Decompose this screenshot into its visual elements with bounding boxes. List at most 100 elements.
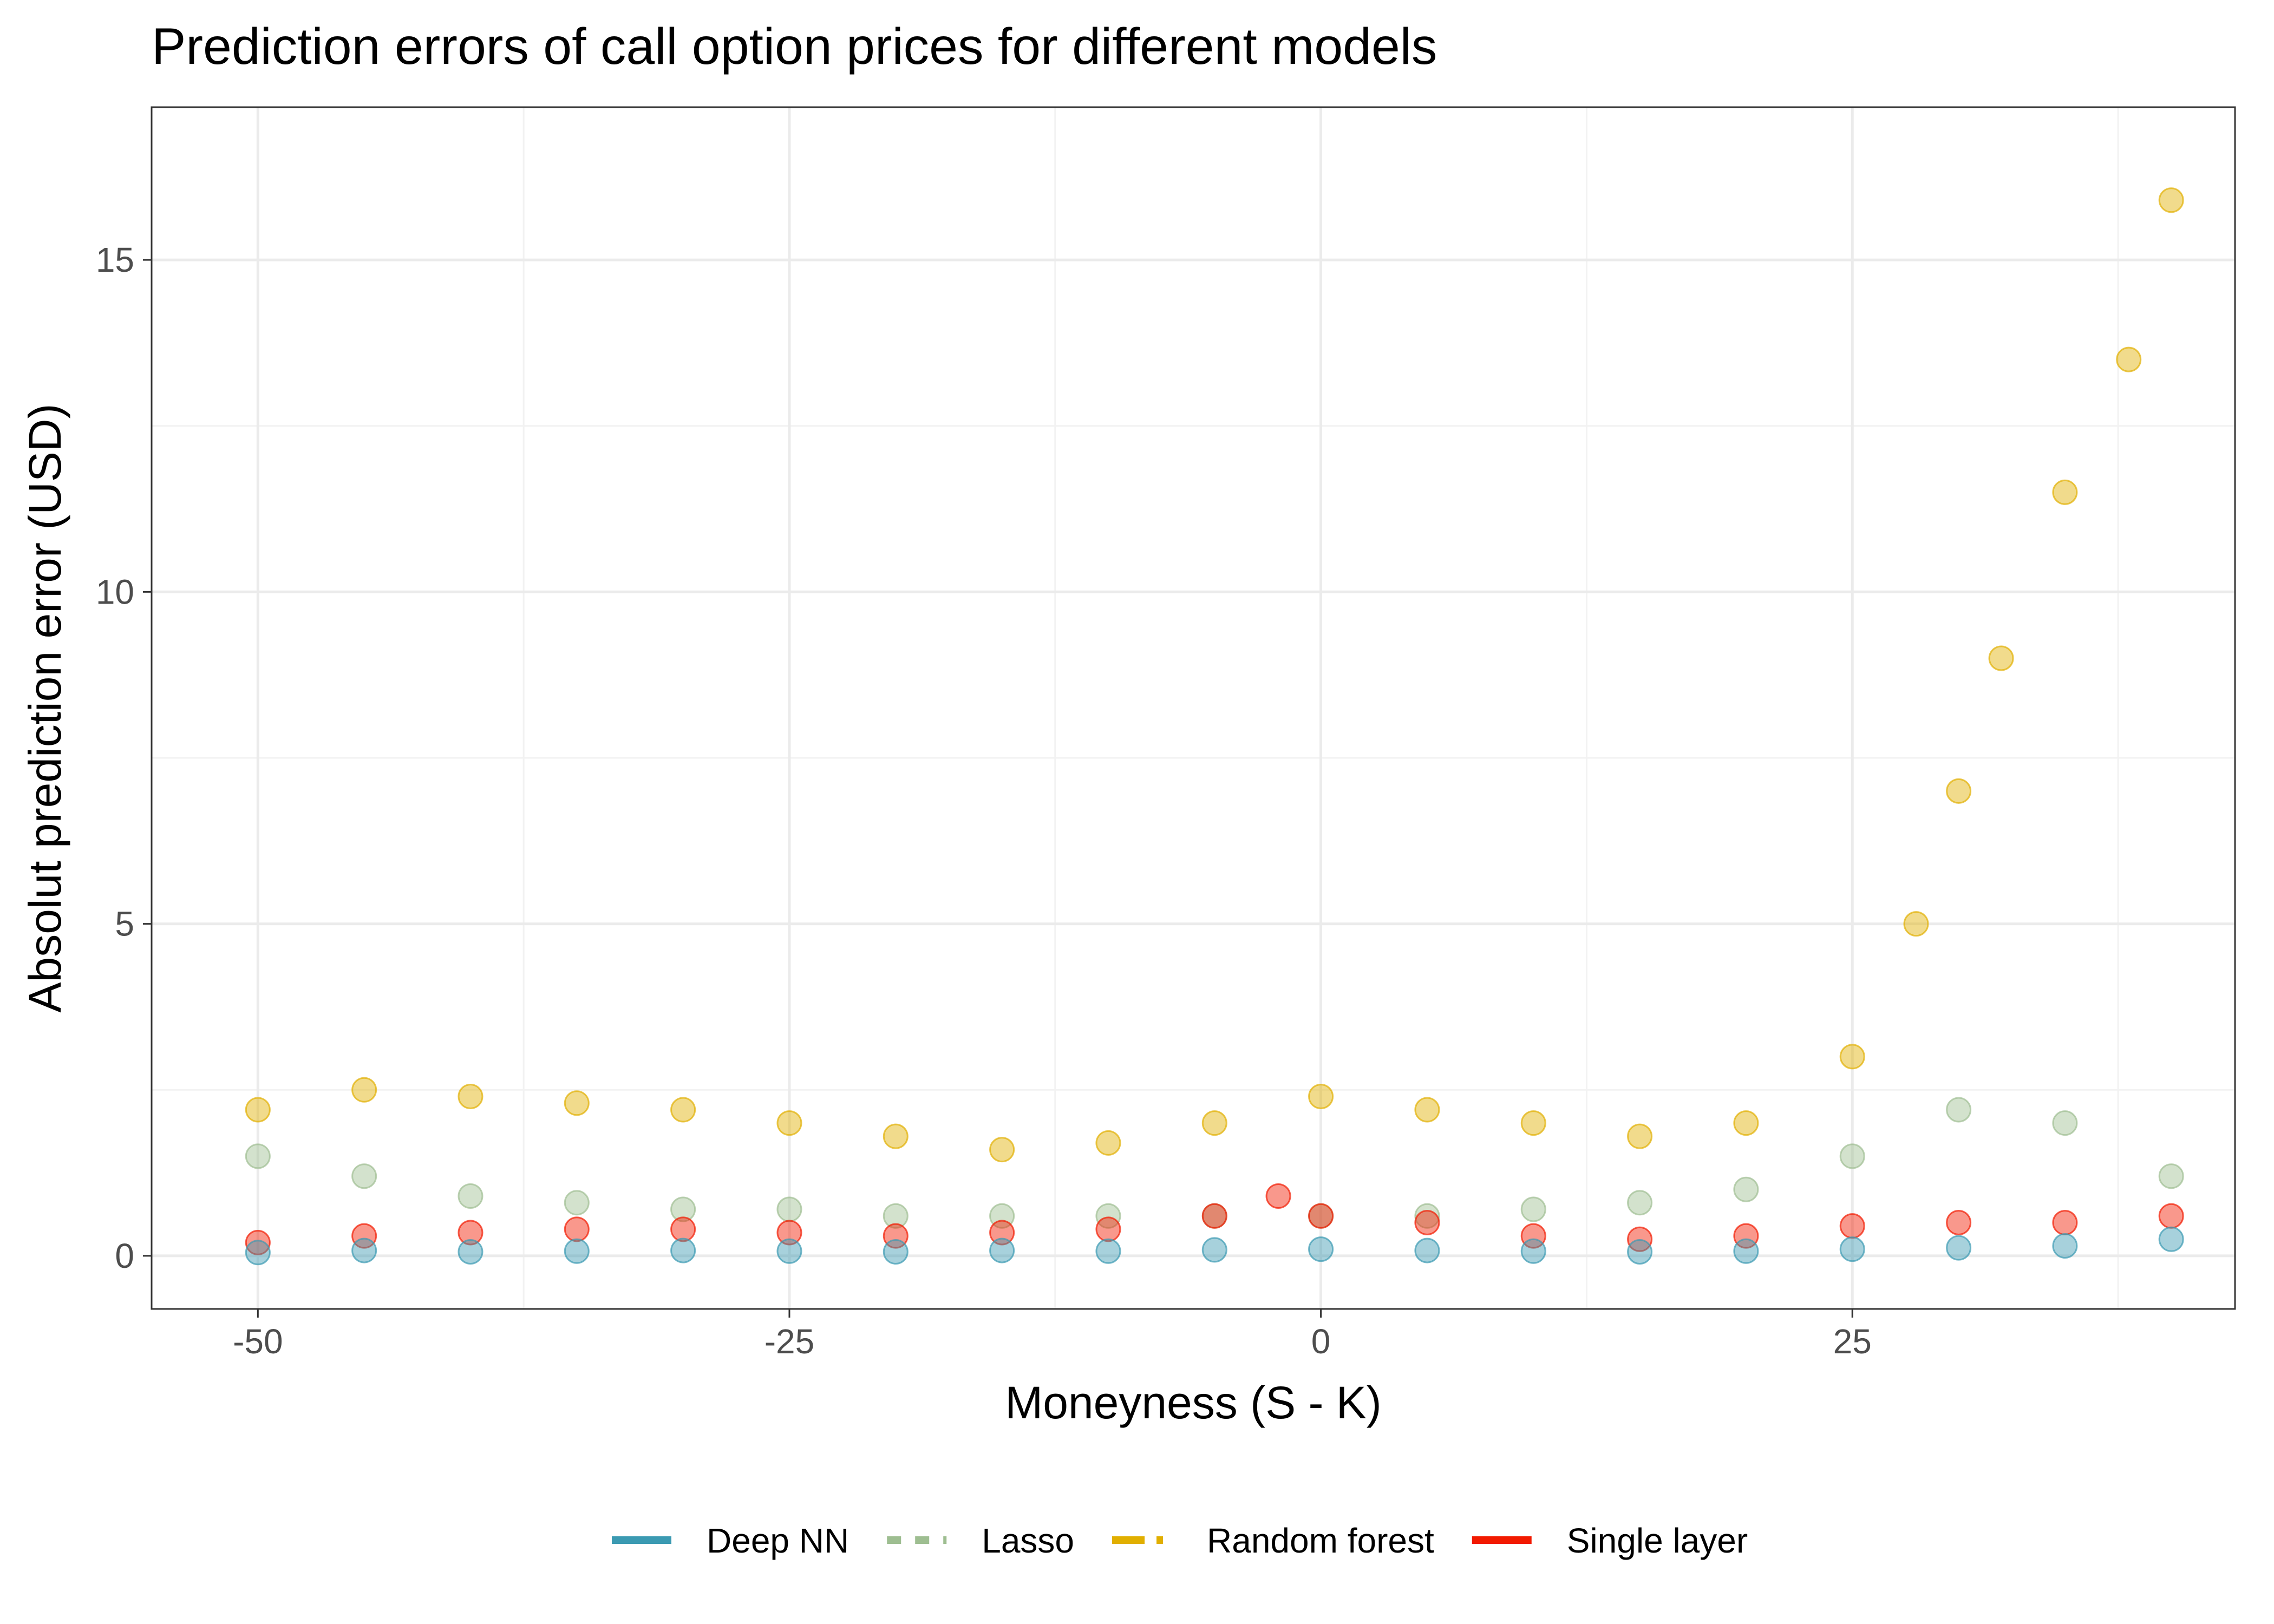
legend: Deep NN Lasso Random forest Single layer bbox=[612, 1521, 1748, 1560]
data-point-random-forest bbox=[1988, 645, 2014, 671]
y-tick-label: 0 bbox=[115, 1236, 134, 1275]
data-point-lasso bbox=[2158, 1163, 2184, 1189]
data-point-deep-nn bbox=[776, 1238, 802, 1264]
data-point-random-forest bbox=[1308, 1084, 1334, 1110]
data-point-random-forest bbox=[2052, 479, 2078, 505]
series-single-layer bbox=[245, 1183, 2184, 1255]
data-point-single-layer bbox=[1095, 1216, 1121, 1242]
data-points bbox=[245, 187, 2184, 1266]
series-random-forest bbox=[245, 187, 2184, 1163]
data-point-single-layer bbox=[1414, 1210, 1440, 1236]
data-point-lasso bbox=[1414, 1203, 1440, 1229]
data-point-single-layer bbox=[989, 1220, 1015, 1246]
data-point-random-forest bbox=[776, 1110, 802, 1136]
data-point-deep-nn bbox=[1520, 1238, 1546, 1264]
data-point-lasso bbox=[1946, 1097, 1972, 1123]
data-point-random-forest bbox=[670, 1097, 696, 1123]
data-point-deep-nn bbox=[1095, 1238, 1121, 1264]
data-point-single-layer bbox=[1265, 1183, 1291, 1209]
data-point-lasso bbox=[670, 1196, 696, 1222]
data-point-single-layer bbox=[458, 1220, 483, 1246]
data-point-random-forest bbox=[1520, 1110, 1546, 1136]
data-point-single-layer bbox=[564, 1216, 590, 1242]
data-point-deep-nn bbox=[1733, 1238, 1759, 1264]
data-point-lasso bbox=[245, 1143, 271, 1169]
data-point-random-forest bbox=[883, 1123, 909, 1149]
data-point-deep-nn bbox=[1946, 1235, 1972, 1261]
plot-border bbox=[151, 106, 2236, 1310]
data-point-single-layer bbox=[670, 1216, 696, 1242]
data-point-lasso bbox=[1839, 1143, 1865, 1169]
data-point-random-forest bbox=[1839, 1044, 1865, 1070]
legend-label-deep-nn: Deep NN bbox=[707, 1521, 849, 1560]
data-point-lasso bbox=[776, 1196, 802, 1222]
data-point-random-forest bbox=[1414, 1097, 1440, 1123]
data-point-deep-nn bbox=[883, 1239, 909, 1265]
data-point-single-layer bbox=[1839, 1213, 1865, 1239]
x-tick-label: 0 bbox=[1311, 1322, 1331, 1361]
grid bbox=[152, 107, 2235, 1309]
data-point-single-layer bbox=[351, 1223, 377, 1249]
legend-label-lasso: Lasso bbox=[982, 1521, 1074, 1560]
series-deep-nn bbox=[245, 1226, 2184, 1266]
data-point-single-layer bbox=[2158, 1203, 2184, 1229]
legend-label-random-forest: Random forest bbox=[1207, 1521, 1434, 1560]
data-point-random-forest bbox=[2116, 346, 2142, 372]
data-point-deep-nn bbox=[989, 1237, 1015, 1263]
data-point-lasso bbox=[1627, 1190, 1653, 1216]
x-axis-label: Moneyness (S - K) bbox=[1005, 1377, 1382, 1428]
data-point-deep-nn bbox=[1839, 1236, 1865, 1262]
data-point-lasso bbox=[564, 1190, 590, 1216]
data-point-single-layer bbox=[1733, 1223, 1759, 1249]
data-point-lasso bbox=[1733, 1176, 1759, 1202]
data-point-random-forest bbox=[351, 1077, 377, 1103]
y-tick-label: 5 bbox=[115, 905, 134, 944]
data-point-lasso bbox=[458, 1183, 483, 1209]
data-point-deep-nn bbox=[351, 1237, 377, 1263]
data-point-lasso bbox=[1095, 1203, 1121, 1229]
data-point-lasso bbox=[1520, 1196, 1546, 1222]
data-point-single-layer bbox=[1201, 1203, 1227, 1229]
data-point-random-forest bbox=[245, 1097, 271, 1123]
data-point-deep-nn bbox=[1308, 1236, 1334, 1262]
data-point-deep-nn bbox=[2158, 1226, 2184, 1252]
data-point-deep-nn bbox=[2052, 1233, 2078, 1259]
data-point-single-layer bbox=[1946, 1210, 1972, 1236]
data-point-single-layer bbox=[1520, 1223, 1546, 1249]
plot-panel bbox=[152, 107, 2235, 1309]
data-point-single-layer bbox=[245, 1229, 271, 1255]
data-point-random-forest bbox=[2158, 187, 2184, 213]
data-point-random-forest bbox=[989, 1137, 1015, 1163]
data-point-random-forest bbox=[1733, 1110, 1759, 1136]
data-point-deep-nn bbox=[1414, 1237, 1440, 1263]
data-point-single-layer bbox=[1308, 1203, 1334, 1229]
y-tick-label: 15 bbox=[96, 240, 134, 279]
data-point-deep-nn bbox=[1201, 1237, 1227, 1263]
y-axis-label: Absolut prediction error (USD) bbox=[19, 403, 70, 1012]
data-point-deep-nn bbox=[1627, 1239, 1653, 1265]
data-point-deep-nn bbox=[564, 1238, 590, 1264]
data-point-random-forest bbox=[1903, 911, 1929, 937]
chart-title: Prediction errors of call option prices … bbox=[152, 18, 1437, 75]
data-point-random-forest bbox=[458, 1084, 483, 1110]
data-point-random-forest bbox=[1946, 778, 1972, 804]
data-point-lasso bbox=[351, 1163, 377, 1189]
data-point-random-forest bbox=[1095, 1130, 1121, 1156]
data-point-deep-nn bbox=[670, 1237, 696, 1263]
x-tick-label: -50 bbox=[233, 1322, 283, 1361]
data-point-lasso bbox=[883, 1203, 909, 1229]
legend-label-single-layer: Single layer bbox=[1567, 1521, 1748, 1560]
data-point-lasso bbox=[2052, 1110, 2078, 1136]
data-point-random-forest bbox=[564, 1090, 590, 1116]
data-point-deep-nn bbox=[458, 1239, 483, 1265]
data-point-random-forest bbox=[1627, 1123, 1653, 1149]
data-point-single-layer bbox=[2052, 1210, 2078, 1236]
x-tick-label: 25 bbox=[1833, 1322, 1872, 1361]
y-tick-label: 10 bbox=[96, 572, 134, 611]
axis-ticks: -50 -25 0 25 0 5 10 15 bbox=[96, 240, 1872, 1361]
x-tick-label: -25 bbox=[764, 1322, 815, 1361]
data-point-random-forest bbox=[1201, 1110, 1227, 1136]
data-point-deep-nn bbox=[245, 1240, 271, 1266]
data-point-single-layer bbox=[776, 1220, 802, 1246]
